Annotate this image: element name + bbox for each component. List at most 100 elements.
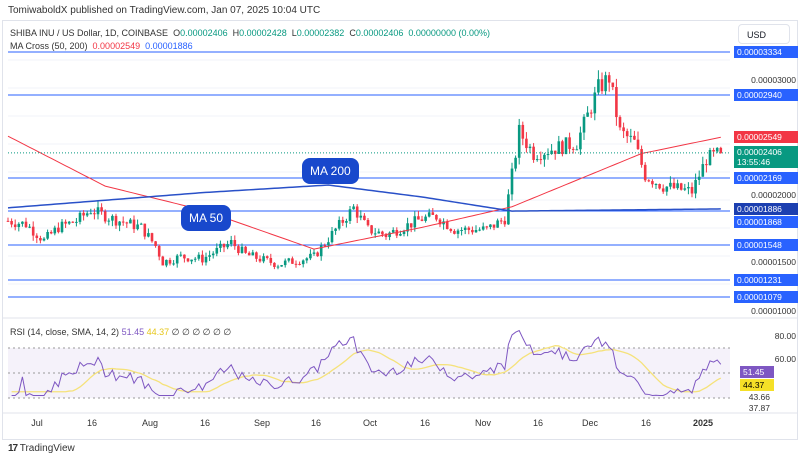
candle: [10, 220, 13, 225]
rsi-value: 51.45: [121, 327, 145, 337]
candle: [399, 234, 402, 236]
candle: [24, 221, 28, 228]
candle: [413, 216, 417, 228]
candle: [582, 116, 586, 133]
candle: [165, 259, 168, 266]
candle: [100, 207, 103, 212]
candle: [539, 159, 543, 161]
candle: [265, 256, 269, 259]
candle: [586, 112, 589, 117]
candle: [319, 245, 323, 257]
candle: [589, 112, 593, 114]
candle: [647, 180, 651, 182]
candle: [373, 233, 377, 235]
candle: [31, 226, 35, 236]
level-label: 0.00001079: [734, 291, 798, 303]
candle: [658, 184, 661, 189]
candle: [49, 232, 53, 234]
ma50-annotation: MA 50: [181, 205, 232, 231]
candle: [96, 207, 100, 215]
candle: [643, 164, 647, 181]
candle: [503, 220, 507, 225]
candle: [611, 82, 615, 88]
candle: [298, 263, 301, 265]
candle: [143, 223, 147, 237]
candle: [492, 224, 496, 228]
candle: [312, 252, 316, 254]
candle: [183, 254, 186, 259]
currency-button[interactable]: USD: [738, 24, 790, 44]
candle: [424, 216, 427, 221]
candle: [463, 227, 467, 231]
candle: [327, 242, 330, 246]
candle: [496, 220, 499, 228]
rsi-sma-line: [11, 345, 722, 393]
candle: [215, 247, 219, 254]
symbol-title[interactable]: SHIBA INU / US Dollar, 1D, COINBASE: [10, 28, 169, 38]
candle: [262, 256, 265, 262]
time-tick: 16: [419, 418, 431, 428]
candle: [168, 259, 172, 264]
rsi-label: 51.45: [740, 366, 774, 378]
ma-title[interactable]: MA Cross (50, 200): [10, 41, 88, 51]
candle: [46, 232, 49, 239]
rsi-title[interactable]: RSI (14, close, SMA, 14, 2): [10, 327, 120, 337]
candle: [521, 124, 525, 139]
candle: [255, 252, 258, 259]
candle: [269, 258, 273, 263]
candle: [597, 79, 600, 93]
candle: [291, 258, 294, 264]
candle: [679, 183, 683, 190]
candle: [13, 224, 17, 228]
candle: [305, 258, 309, 261]
ma200-annotation: MA 200: [302, 158, 359, 184]
high-label: H: [232, 28, 240, 38]
candle: [78, 212, 82, 222]
candle: [553, 150, 557, 154]
candle: [226, 244, 229, 248]
change-value: 0.00000000 (0.00%): [408, 28, 490, 38]
candle: [294, 263, 298, 265]
candle: [251, 252, 255, 256]
candle: [715, 147, 719, 152]
candle: [60, 221, 64, 233]
low-value: 0.00002382: [296, 28, 345, 38]
candle: [283, 260, 287, 266]
candle: [337, 219, 341, 229]
candle: [125, 222, 129, 224]
candle: [276, 266, 280, 268]
candle: [665, 186, 669, 192]
candle: [237, 246, 240, 254]
ma200-line: [7, 184, 721, 212]
candle: [546, 154, 550, 156]
time-tick: 16: [86, 418, 98, 428]
time-tick: 16: [310, 418, 322, 428]
candle: [334, 228, 337, 231]
candle: [186, 258, 190, 262]
candle: [244, 246, 247, 253]
candle: [478, 229, 481, 231]
ma50-value: 0.00002549: [92, 41, 141, 51]
candle: [600, 79, 604, 92]
high-value: 0.00002428: [239, 28, 287, 38]
candle: [273, 262, 276, 267]
candle: [651, 181, 654, 185]
candle-countdown: 13:55:46: [737, 157, 771, 167]
candle: [114, 215, 118, 226]
candle: [309, 253, 312, 259]
candle: [280, 265, 283, 267]
time-tick: 16: [532, 418, 544, 428]
candle: [21, 221, 24, 224]
candle: [622, 127, 625, 132]
candle: [89, 213, 93, 215]
candle: [330, 230, 334, 243]
candle: [147, 233, 150, 237]
symbol-legend: SHIBA INU / US Dollar, 1D, COINBASE O0.0…: [10, 27, 490, 53]
candle: [75, 221, 78, 223]
rsi-tick: 43.66: [748, 392, 770, 402]
ma50-line: [7, 135, 721, 250]
level-label: 0.00001548: [734, 239, 798, 251]
candle: [391, 229, 395, 233]
candle: [175, 255, 179, 264]
